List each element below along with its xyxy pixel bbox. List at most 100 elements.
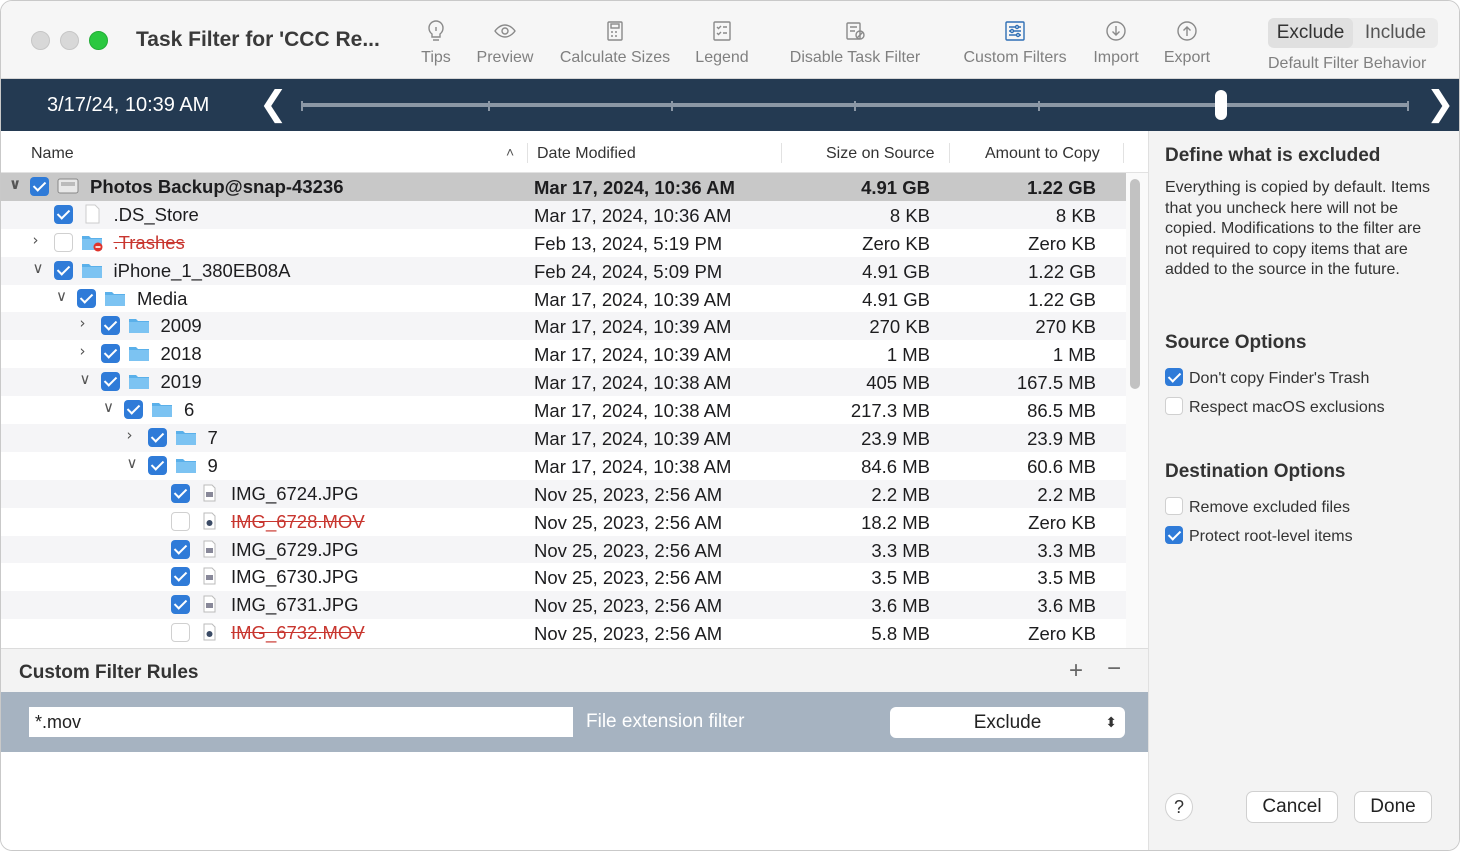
folder-excluded-icon <box>81 232 103 252</box>
table-row[interactable]: ∨ iPhone_1_380EB08A Feb 24, 2024, 5:09 PM 4… <box>1 256 1126 285</box>
row-date-modified: Mar 17, 2024, 10:36 AM <box>534 204 732 226</box>
chevron-right-icon[interactable]: › <box>126 426 133 445</box>
scrollbar-thumb[interactable] <box>1130 179 1140 389</box>
table-row[interactable]: › .Trashes Feb 13, 2024, 5:19 PM Zero KB Zer… <box>1 229 1126 257</box>
eye-icon <box>494 24 516 38</box>
row-size-on-source: 84.6 MB <box>861 455 930 477</box>
chevron-down-icon[interactable]: ∨ <box>32 258 44 277</box>
zoom-window-button[interactable] <box>89 31 108 50</box>
timeline-next-button[interactable]: ❯ <box>1426 84 1455 124</box>
disable-task-filter-button[interactable]: Disable Task Filter <box>783 19 927 67</box>
table-body: ∨ Photos Backup@snap-43236 Mar 17, 2024, 1… <box>1 173 1126 647</box>
calculate-sizes-button[interactable]: Calculate Sizes <box>554 19 676 67</box>
chevron-right-icon[interactable]: › <box>79 342 86 361</box>
row-checkbox[interactable] <box>53 232 73 252</box>
respect-macos-exclusions-checkbox[interactable] <box>1165 397 1183 415</box>
table-row[interactable]: IMG_6731.JPG Nov 25, 2023, 2:56 AM 3.6 MB 3… <box>1 591 1126 620</box>
protect-root-level-option[interactable]: Protect root-level items <box>1165 523 1353 546</box>
row-checkbox[interactable] <box>171 483 190 503</box>
table-row[interactable]: IMG_6730.JPG Nov 25, 2023, 2:56 AM 3.5 MB 3… <box>1 563 1126 591</box>
done-button[interactable]: Done <box>1354 791 1432 823</box>
name-column-header[interactable]: Name <box>31 145 74 162</box>
preview-button[interactable]: Preview <box>473 19 537 67</box>
table-row[interactable]: ∨ Media Mar 17, 2024, 10:39 AM 4.91 GB 1.22 … <box>1 285 1126 313</box>
row-checkbox[interactable] <box>171 511 190 531</box>
row-checkbox[interactable] <box>147 455 167 475</box>
amount-to-copy-column-header[interactable]: Amount to Copy <box>985 145 1100 162</box>
remove-excluded-files-option[interactable]: Remove excluded files <box>1165 494 1350 517</box>
size-on-source-column-header[interactable]: Size on Source <box>826 145 935 162</box>
dont-copy-trash-checkbox[interactable] <box>1165 368 1183 386</box>
filter-disable-icon <box>846 22 865 40</box>
row-checkbox[interactable] <box>53 260 73 280</box>
dont-copy-trash-option[interactable]: Don't copy Finder's Trash <box>1165 365 1369 388</box>
row-checkbox[interactable] <box>171 567 190 587</box>
row-checkbox[interactable] <box>171 623 190 643</box>
remove-excluded-files-checkbox[interactable] <box>1165 497 1183 515</box>
export-button[interactable]: Export <box>1160 19 1214 67</box>
table-row[interactable]: ∨ 2019 Mar 17, 2024, 10:38 AM 405 MB 167.5 M… <box>1 368 1126 397</box>
row-checkbox[interactable] <box>100 372 120 392</box>
chevron-down-icon[interactable]: ∨ <box>103 398 114 417</box>
include-segment[interactable]: Include <box>1364 22 1427 43</box>
close-window-button[interactable] <box>31 31 50 50</box>
chevron-right-icon[interactable]: › <box>79 314 86 333</box>
table-row[interactable]: IMG_6724.JPG Nov 25, 2023, 2:56 AM 2.2 MB 2… <box>1 479 1126 508</box>
chevron-down-icon[interactable]: ∨ <box>79 370 91 389</box>
dont-copy-trash-label: Don't copy Finder's Trash <box>1189 370 1370 387</box>
add-rule-button[interactable]: + <box>1069 657 1084 684</box>
table-row[interactable]: IMG_6732.MOV Nov 25, 2023, 2:56 AM 5.8 MB Z… <box>1 619 1126 647</box>
row-checkbox[interactable] <box>53 204 73 224</box>
folder-icon <box>81 260 103 280</box>
row-checkbox[interactable] <box>124 400 143 420</box>
rule-action-select[interactable]: Exclude ⬍ <box>890 707 1125 738</box>
row-checkbox[interactable] <box>30 177 49 196</box>
minimize-window-button[interactable] <box>60 31 79 50</box>
chevron-down-icon[interactable]: ∨ <box>9 175 22 193</box>
table-row[interactable]: › 7 Mar 17, 2024, 10:39 AM 23.9 MB 23.9 MB <box>1 424 1126 452</box>
chevron-down-icon[interactable]: ∨ <box>126 453 138 472</box>
table-row[interactable]: ∨ 9 Mar 17, 2024, 10:38 AM 84.6 MB 60.6 MB <box>1 452 1126 480</box>
table-row[interactable]: IMG_6729.JPG Nov 25, 2023, 2:56 AM 3.3 MB 3… <box>1 535 1126 564</box>
row-amount-to-copy: 167.5 MB <box>1016 372 1096 394</box>
table-row[interactable]: › 2018 Mar 17, 2024, 10:39 AM 1 MB 1 MB <box>1 340 1126 368</box>
image-file-icon <box>198 594 220 614</box>
timeline-track[interactable] <box>301 101 1409 111</box>
timeline-slider-handle[interactable] <box>1215 90 1227 120</box>
row-size-on-source: 4.91 GB <box>862 260 930 282</box>
table-row[interactable]: › 2009 Mar 17, 2024, 10:39 AM 270 KB 270 KB <box>1 312 1126 341</box>
exclude-segment[interactable]: Exclude <box>1268 18 1353 48</box>
row-checkbox[interactable] <box>100 316 120 336</box>
chevron-right-icon[interactable]: › <box>32 230 39 249</box>
chevron-down-icon[interactable]: ∨ <box>56 286 67 305</box>
row-checkbox[interactable] <box>100 344 120 364</box>
row-checkbox[interactable] <box>77 288 96 308</box>
respect-macos-exclusions-option[interactable]: Respect macOS exclusions <box>1165 394 1385 417</box>
row-amount-to-copy: 1.22 GB <box>1027 177 1096 198</box>
row-checkbox[interactable] <box>147 428 167 448</box>
rule-pattern-input[interactable] <box>29 707 573 737</box>
row-checkbox[interactable] <box>171 539 190 559</box>
filter-rule-row[interactable]: File extension filter Exclude ⬍ <box>1 692 1148 752</box>
legend-button[interactable]: Legend <box>693 19 751 67</box>
tips-button[interactable]: Tips <box>418 19 454 67</box>
date-modified-column-header[interactable]: Date Modified <box>537 145 636 162</box>
custom-filters-button[interactable]: Custom Filters <box>957 19 1073 67</box>
table-row[interactable]: IMG_6728.MOV Nov 25, 2023, 2:56 AM 18.2 MB… <box>1 508 1126 536</box>
folder-icon <box>104 288 126 308</box>
folder-icon <box>151 399 173 419</box>
row-date-modified: Mar 17, 2024, 10:39 AM <box>534 288 732 310</box>
import-button[interactable]: Import <box>1089 19 1143 67</box>
row-checkbox[interactable] <box>171 595 190 615</box>
table-row[interactable]: ∨ Photos Backup@snap-43236 Mar 17, 2024, 1… <box>1 173 1126 201</box>
row-date-modified: Nov 25, 2023, 2:56 AM <box>534 511 723 533</box>
protect-root-level-checkbox[interactable] <box>1165 526 1183 544</box>
table-row[interactable]: .DS_Store Mar 17, 2024, 10:36 AM 8 KB 8 KB <box>1 200 1126 229</box>
help-button[interactable]: ? <box>1165 793 1193 821</box>
timeline-prev-button[interactable]: ❮ <box>259 84 288 124</box>
table-row[interactable]: ∨ 6 Mar 17, 2024, 10:38 AM 217.3 MB 86.5 MB <box>1 396 1126 424</box>
remove-rule-button[interactable]: − <box>1107 655 1122 682</box>
row-size-on-source: 4.91 GB <box>862 288 930 310</box>
cancel-button[interactable]: Cancel <box>1246 791 1338 823</box>
